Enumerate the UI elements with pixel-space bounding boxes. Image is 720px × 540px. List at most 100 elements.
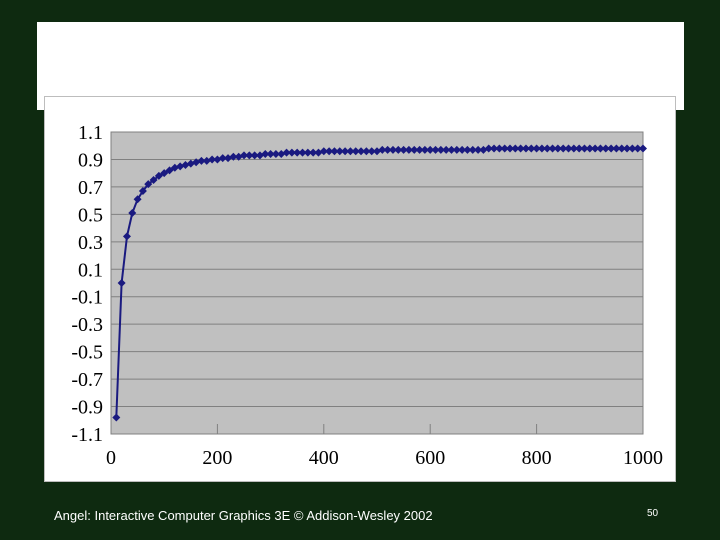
- data-point: [240, 151, 248, 160]
- data-point: [420, 145, 429, 154]
- y-tick-label: -0.1: [71, 287, 103, 309]
- data-point: [208, 155, 217, 164]
- data-point: [463, 145, 472, 154]
- data-point: [197, 156, 206, 165]
- data-point: [559, 144, 568, 153]
- data-point: [628, 144, 637, 153]
- data-point: [415, 145, 424, 154]
- y-tick-label: -1.1: [71, 424, 103, 446]
- data-point: [186, 159, 195, 168]
- data-point: [495, 144, 504, 153]
- data-point: [122, 232, 131, 241]
- x-tick-label: 0: [106, 447, 116, 469]
- data-point: [245, 151, 254, 160]
- data-point: [596, 144, 605, 153]
- data-point: [383, 145, 392, 154]
- x-tick-label: 600: [415, 447, 445, 469]
- data-point: [553, 144, 562, 153]
- data-point: [112, 413, 121, 422]
- page-number: 50: [647, 508, 659, 519]
- data-point: [138, 187, 147, 196]
- data-point: [176, 162, 185, 171]
- data-point: [341, 147, 350, 156]
- data-point: [330, 147, 339, 156]
- data-point: [617, 144, 626, 153]
- data-point: [117, 279, 126, 287]
- data-point: [500, 144, 509, 153]
- y-tick-label: 0.5: [78, 204, 103, 226]
- data-point: [250, 151, 259, 160]
- data-point: [287, 148, 296, 157]
- data-point: [357, 147, 366, 156]
- data-point: [192, 158, 201, 167]
- data-point: [154, 171, 163, 180]
- data-point: [474, 145, 483, 154]
- data-point: [516, 144, 525, 153]
- data-point: [532, 144, 541, 153]
- data-point: [378, 145, 387, 154]
- data-point: [399, 145, 408, 154]
- data-point: [309, 148, 318, 157]
- x-tick-label: 800: [522, 447, 552, 469]
- data-point: [633, 144, 642, 153]
- data-point: [548, 144, 557, 153]
- data-point: [431, 145, 440, 154]
- data-point: [591, 144, 600, 153]
- data-point: [639, 144, 647, 153]
- data-point: [436, 145, 445, 154]
- y-tick-label: 1.1: [78, 122, 103, 144]
- data-point: [271, 149, 280, 158]
- data-point: [202, 156, 211, 165]
- y-tick-label: -0.3: [71, 314, 103, 336]
- data-point: [537, 144, 546, 153]
- gridlines: [111, 131, 643, 435]
- data-point: [335, 147, 344, 156]
- y-tick-label: -0.5: [71, 342, 103, 364]
- plot-area: [110, 131, 644, 435]
- data-point: [351, 147, 360, 156]
- x-tick-label: 1000: [623, 447, 663, 469]
- data-point: [612, 144, 621, 153]
- x-tick-label: 400: [309, 447, 339, 469]
- data-point: [181, 160, 190, 169]
- y-tick-label: -0.7: [71, 369, 103, 391]
- data-point: [580, 144, 589, 153]
- data-point: [388, 145, 397, 154]
- data-point: [266, 149, 275, 158]
- data-point: [426, 145, 435, 154]
- data-point: [229, 152, 238, 161]
- data-point: [165, 166, 174, 175]
- y-tick-label: 0.1: [78, 259, 103, 281]
- data-point: [575, 144, 584, 153]
- data-point: [564, 144, 573, 153]
- data-point: [282, 148, 291, 157]
- data-point: [293, 148, 302, 157]
- data-point: [458, 145, 467, 154]
- series-markers: [112, 144, 647, 422]
- data-point: [298, 148, 307, 157]
- data-point: [447, 145, 456, 154]
- x-axis-tick-labels: 0 200 400 600 800 1000: [106, 424, 663, 469]
- chart-panel: 1.1 0.9 0.7 0.5 0.3 0.1 -0.1 -0.3 -0.5 -0.7 -0.9 -1…: [44, 96, 676, 482]
- data-point: [128, 208, 137, 217]
- y-tick-label: 0.7: [78, 177, 103, 199]
- data-point: [607, 144, 616, 153]
- data-point: [527, 144, 536, 153]
- data-point: [404, 145, 413, 154]
- data-point: [303, 148, 312, 157]
- data-point: [410, 145, 419, 154]
- data-point: [506, 144, 514, 153]
- data-point: [319, 147, 328, 156]
- data-point: [601, 144, 610, 153]
- data-point: [144, 180, 153, 189]
- data-point: [149, 176, 158, 185]
- data-point: [261, 149, 270, 158]
- data-point: [521, 144, 530, 153]
- data-point: [490, 144, 499, 153]
- data-point: [442, 145, 451, 154]
- x-tick-label: 200: [202, 447, 232, 469]
- y-tick-label: 0.3: [78, 232, 103, 254]
- slide-title-area: [37, 22, 684, 110]
- data-point: [160, 169, 169, 178]
- y-tick-label: 0.9: [78, 149, 103, 171]
